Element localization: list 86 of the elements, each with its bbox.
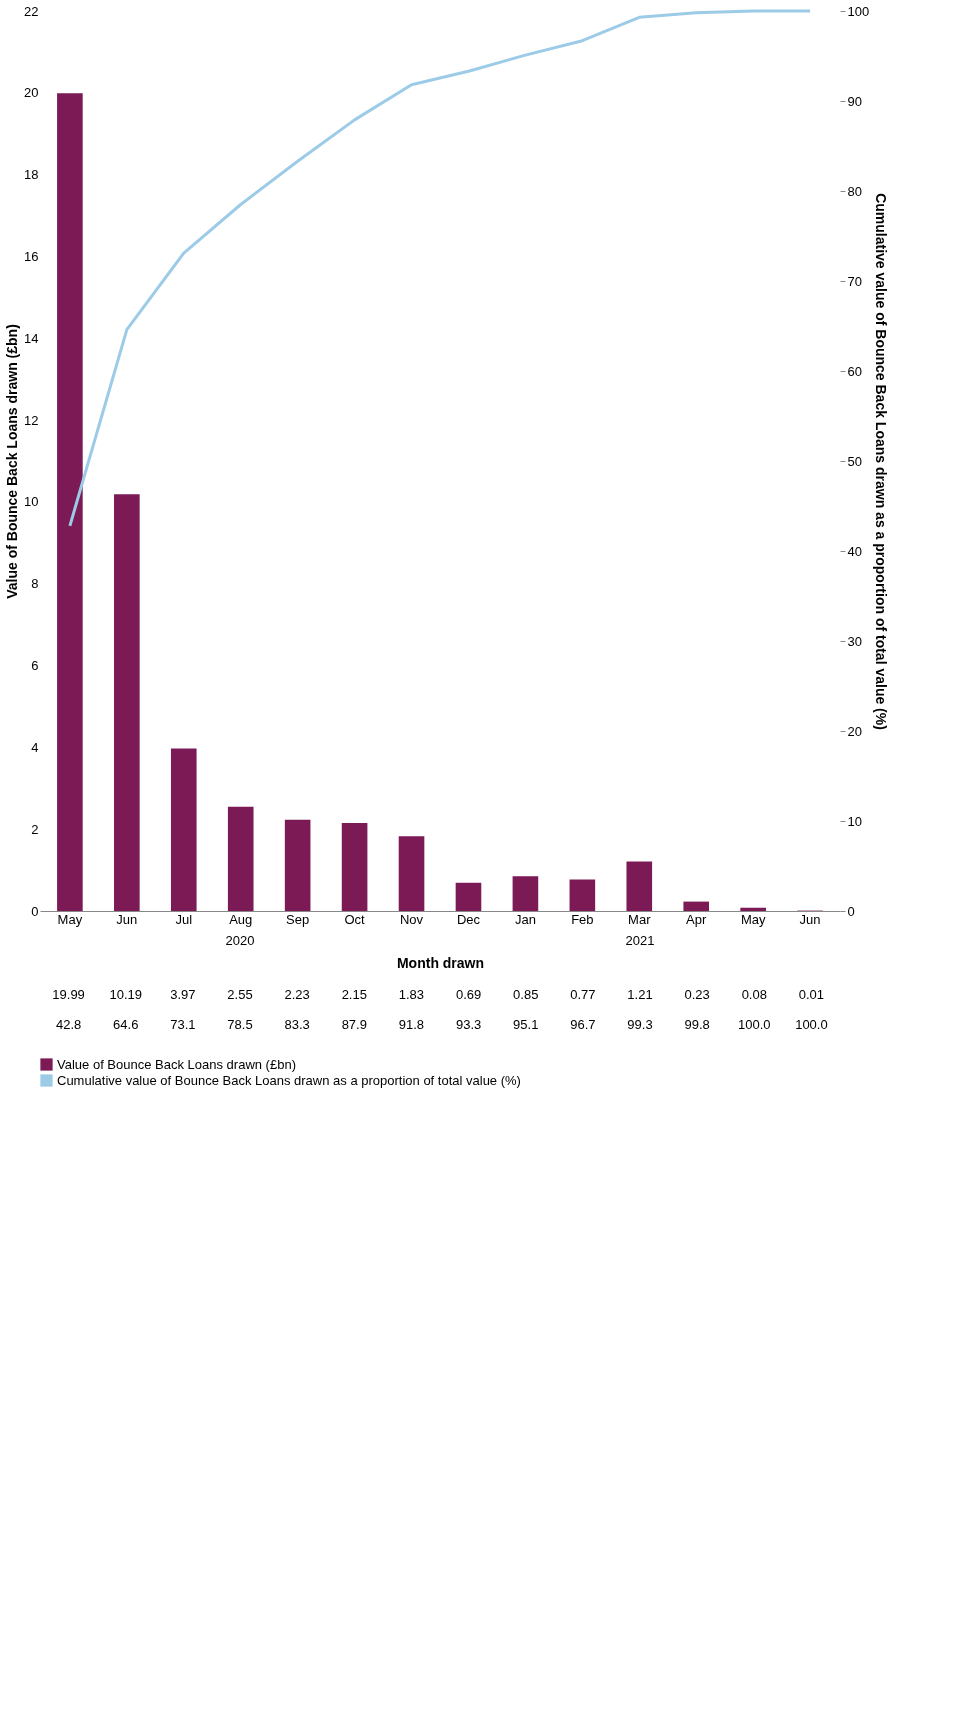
data-label: 93.3 [455, 1017, 482, 1032]
y2-tick-label: 20 [847, 723, 862, 739]
y2-axis-title: Cumulative value of Bounce Back Loans drawn as a proportion of total value (%) [873, 193, 890, 730]
bar [227, 806, 254, 911]
data-label: 99.8 [684, 1017, 710, 1032]
y2-tick-label: 0 [847, 903, 855, 919]
y2-tick-label: 70 [847, 273, 862, 289]
x-tick-label: Mar [628, 911, 652, 927]
data-label: 42.8 [55, 1017, 82, 1032]
y-tick-label: 2 [31, 821, 39, 837]
y2-tick-label: 80 [847, 183, 862, 199]
data-label: 0.01 [798, 987, 825, 1002]
x-tick-label: May [57, 911, 83, 927]
data-label: 99.3 [627, 1017, 653, 1032]
data-label: 96.7 [570, 1017, 596, 1032]
x-tick-label: Jan [514, 911, 536, 927]
data-label: 95.1 [513, 1017, 539, 1032]
y2-tick-label: 60 [847, 363, 862, 379]
y2-tick-label: 100 [847, 3, 870, 19]
data-label: 0.77 [570, 987, 596, 1002]
text: 2020 [225, 933, 255, 948]
legend-label: Value of Bounce Back Loans drawn (£bn) [57, 1056, 296, 1072]
data-label: 1.83 [398, 987, 425, 1002]
line-series [68, 9, 812, 528]
x-tick-label: Jun [799, 911, 821, 927]
y2-tick-label: 90 [847, 93, 862, 109]
x-tick-label: Jun [116, 911, 138, 927]
x-axis-title: Month drawn [396, 954, 485, 971]
bar [569, 879, 596, 911]
y-tick-label: 10 [24, 494, 39, 510]
bar [455, 882, 482, 911]
data-label: 100.0 [738, 1017, 771, 1032]
data-label: 83.3 [284, 1017, 310, 1032]
y-tick-label: 4 [31, 739, 39, 755]
y2-tick-label: 50 [847, 453, 862, 469]
y-tick-label: 8 [31, 576, 39, 592]
data-label: 0.69 [455, 987, 482, 1002]
x-tick-label: Aug [229, 911, 253, 927]
y-tick-label: 22 [24, 3, 39, 19]
data-label: 64.6 [113, 1017, 139, 1032]
y-tick-label: 20 [24, 85, 39, 101]
text: 2021 [625, 933, 655, 948]
x-tick-label: May [740, 911, 766, 927]
data-label: 0.85 [513, 987, 539, 1002]
data-label: 78.5 [227, 1017, 253, 1032]
y2-tick-label: 10 [847, 813, 862, 829]
x-tick-label: Dec [456, 911, 481, 927]
x-tick-label: Nov [399, 911, 424, 927]
x-tick-label: Sep [286, 911, 310, 927]
data-label: 91.8 [398, 1017, 425, 1032]
y-tick-label: 18 [24, 167, 39, 183]
data-label: 19.99 [52, 987, 85, 1002]
y-tick-label: 14 [24, 330, 39, 346]
y-axis-title: Value of Bounce Back Loans drawn (£bn) [4, 324, 21, 599]
data-label: 2.23 [284, 987, 310, 1002]
y2-tick-label: 40 [847, 543, 862, 559]
bar [341, 823, 368, 911]
x-tick-label: Oct [344, 911, 366, 927]
y-tick-label: 0 [31, 903, 39, 919]
bar [512, 876, 539, 911]
bar [683, 901, 710, 911]
data-label: 10.19 [109, 987, 142, 1002]
bar [740, 907, 766, 911]
data-label: 1.21 [627, 987, 653, 1002]
data-label: 2.55 [227, 987, 253, 1002]
x-tick-label: Apr [686, 911, 708, 927]
data-label: 3.97 [170, 987, 196, 1002]
legend-label: Cumulative value of Bounce Back Loans drawn as a proportion of total value (%) [57, 1072, 521, 1088]
y-tick-label: 6 [31, 658, 39, 674]
bar [398, 836, 425, 911]
data-label: 2.15 [341, 987, 367, 1002]
x-tick-label: Jul [175, 911, 193, 927]
data-label: 87.9 [341, 1017, 367, 1032]
data-label: 100.0 [795, 1017, 828, 1032]
bar [57, 93, 83, 911]
x-tick-label: Feb [571, 911, 594, 927]
y-tick-label: 16 [24, 248, 39, 264]
bar [284, 819, 311, 911]
data-label: 0.08 [741, 987, 767, 1002]
y2-tick-label: 30 [847, 633, 862, 649]
y-tick-label: 12 [24, 412, 39, 428]
bar [170, 748, 197, 911]
bar [626, 861, 653, 911]
data-label: 73.1 [170, 1017, 196, 1032]
bar [114, 494, 140, 911]
data-label: 0.23 [684, 987, 710, 1002]
